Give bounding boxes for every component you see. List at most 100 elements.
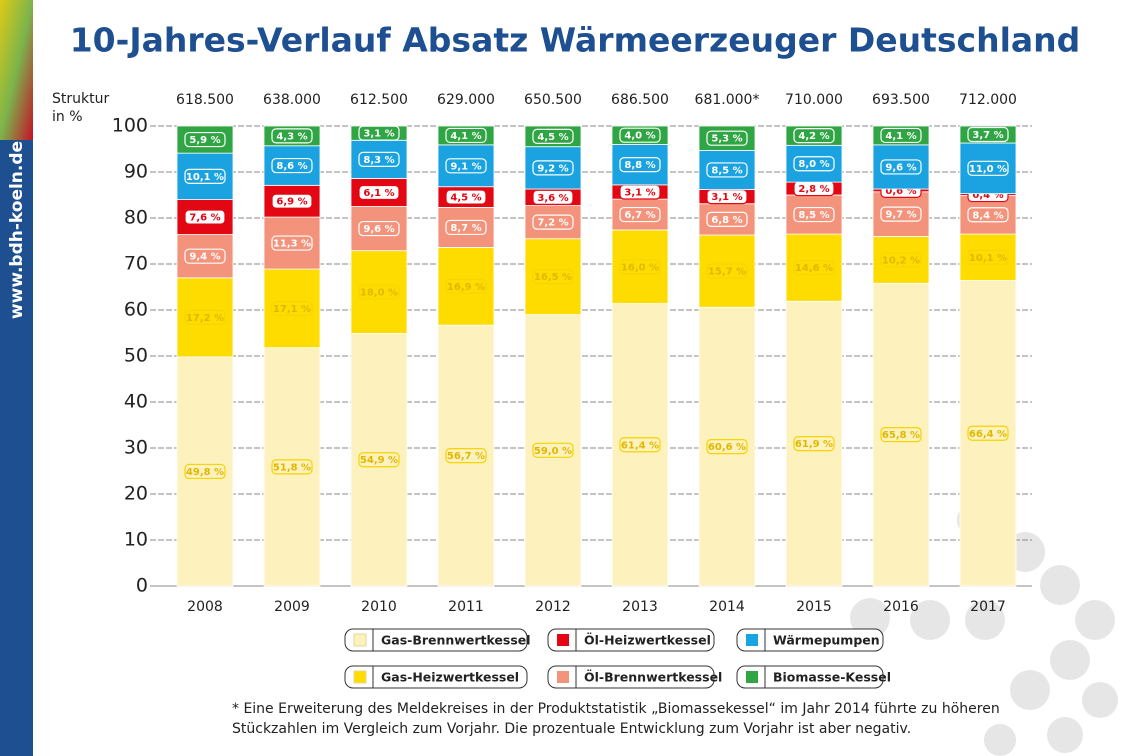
value-label-box [967, 126, 1009, 143]
x-tick-label: 2010 [361, 599, 397, 615]
value-label-box [967, 160, 1009, 176]
value-label-box [706, 439, 748, 455]
value-label-box [793, 128, 835, 144]
chart-title: 10-Jahres-Verlauf Absatz Wärmeerzeuger D… [70, 21, 1081, 60]
value-label: 4,2 % [798, 131, 829, 142]
y-label: Struktur [52, 91, 109, 107]
total-label: 693.500 [872, 92, 930, 108]
value-label: 51,8 % [273, 462, 311, 473]
y-tick-label: 20 [124, 483, 148, 505]
y-tick-label: 0 [136, 575, 148, 597]
x-tick-label: 2011 [448, 599, 484, 615]
x-tick-label: 2017 [970, 599, 1006, 615]
value-label-box [880, 427, 922, 443]
value-label: 49,8 % [186, 467, 224, 478]
value-label-box [967, 425, 1009, 441]
legend-swatch [353, 633, 367, 647]
value-label-box [619, 157, 661, 173]
legend-box [344, 628, 528, 652]
value-label-box [271, 300, 313, 316]
value-label-box [358, 220, 400, 237]
value-label-box [706, 263, 748, 279]
value-label: 54,9 % [360, 455, 398, 466]
value-label: 0,6 % [885, 186, 916, 197]
value-label: 3,6 % [537, 193, 568, 204]
value-label-box [271, 128, 313, 144]
value-label-box [271, 193, 313, 209]
value-label-box [358, 284, 400, 300]
value-label-box [184, 168, 226, 184]
legend-swatch [557, 671, 569, 683]
footnote: Stückzahlen im Vergleich zum Vorjahr. Di… [232, 721, 911, 737]
total-label: 712.000 [959, 92, 1017, 108]
value-label: 4,1 % [885, 131, 916, 142]
legend-label: Öl-Brennwertkessel [584, 670, 722, 685]
x-tick-label: 2014 [709, 599, 745, 615]
y-tick-label: 70 [124, 253, 148, 275]
legend-swatch [746, 671, 758, 683]
value-label: 3,7 % [972, 130, 1003, 141]
value-label-box [706, 211, 748, 227]
total-label: 638.000 [263, 92, 321, 108]
value-label: 3,1 % [363, 129, 394, 140]
value-label: 9,1 % [450, 161, 481, 172]
value-label-box [445, 127, 487, 144]
value-label: 5,9 % [189, 135, 220, 146]
value-label: 4,3 % [276, 131, 307, 142]
legend-label: Wärmepumpen [773, 633, 880, 648]
value-label-box [619, 259, 661, 275]
value-label: 16,9 % [447, 282, 485, 293]
value-label-box [532, 160, 574, 176]
total-label: 650.500 [524, 92, 582, 108]
legend-box [344, 665, 528, 689]
value-label-box [184, 309, 226, 325]
value-label: 17,1 % [273, 304, 311, 315]
value-label: 8,0 % [798, 159, 829, 170]
side-text: www.bdh-koeln.de [7, 141, 27, 319]
value-label: 4,1 % [450, 131, 481, 142]
value-label-box [793, 206, 835, 223]
total-label: 686.500 [611, 92, 669, 108]
y-tick-label: 60 [124, 299, 148, 321]
value-label: 11,0 % [969, 164, 1007, 175]
value-label-box [271, 459, 313, 475]
value-label-box [445, 278, 487, 294]
value-label-box [880, 252, 922, 268]
legend-label: Gas-Heizwertkessel [381, 670, 519, 685]
value-label: 56,7 % [447, 451, 485, 462]
value-label-box [184, 248, 226, 264]
x-tick-label: 2015 [796, 599, 832, 615]
value-label-box [271, 157, 313, 174]
value-label: 10,2 % [882, 255, 920, 266]
y-tick-label: 30 [124, 437, 148, 459]
x-tick-label: 2009 [274, 599, 310, 615]
y-label: in % [52, 109, 83, 125]
value-label: 8,8 % [624, 160, 655, 171]
value-label: 15,7 % [708, 267, 746, 278]
value-label-box [445, 158, 487, 174]
value-label: 6,9 % [276, 197, 307, 208]
value-label-box [706, 130, 748, 146]
value-label-box [967, 249, 1009, 265]
value-label: 14,6 % [795, 263, 833, 274]
value-label: 9,6 % [363, 224, 394, 235]
value-label: 0,4 % [972, 190, 1003, 201]
value-label-box [619, 127, 661, 143]
value-label-box [358, 151, 400, 167]
value-label: 8,6 % [276, 161, 307, 172]
x-tick-label: 2016 [883, 599, 919, 615]
legend-box [547, 628, 715, 652]
value-label: 7,6 % [189, 213, 220, 224]
value-label: 6,8 % [711, 215, 742, 226]
y-tick-label: 80 [124, 207, 148, 229]
value-label: 9,2 % [537, 163, 568, 174]
value-label-box [880, 206, 922, 222]
value-label-box [793, 436, 835, 452]
value-label-box [793, 156, 835, 172]
value-label-box [619, 206, 661, 223]
legend-box [736, 665, 884, 689]
x-tick-label: 2013 [622, 599, 658, 615]
value-label: 2,8 % [798, 184, 829, 195]
